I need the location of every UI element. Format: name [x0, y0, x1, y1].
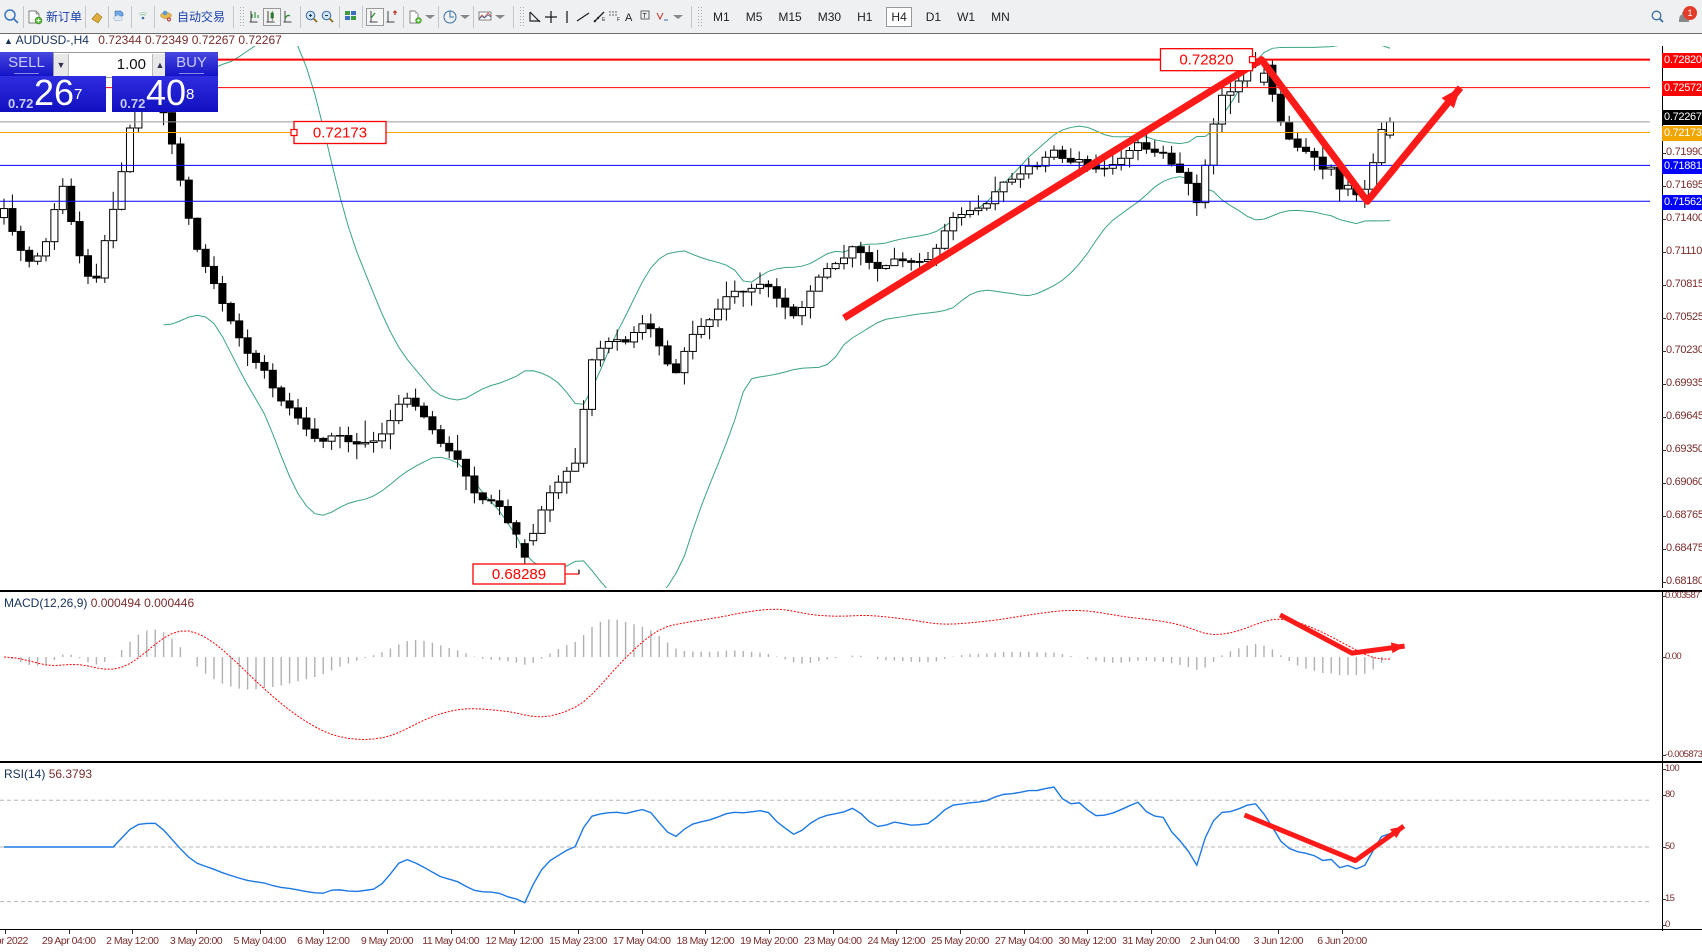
svg-text:0.72820: 0.72820: [1179, 52, 1233, 69]
svg-text:T: T: [643, 13, 648, 20]
svg-text:F: F: [617, 17, 620, 23]
svg-text:A: A: [625, 12, 633, 24]
svg-text:0.72173: 0.72173: [313, 125, 367, 142]
svg-text:0.68289: 0.68289: [492, 566, 546, 583]
svg-text:E: E: [602, 17, 606, 23]
